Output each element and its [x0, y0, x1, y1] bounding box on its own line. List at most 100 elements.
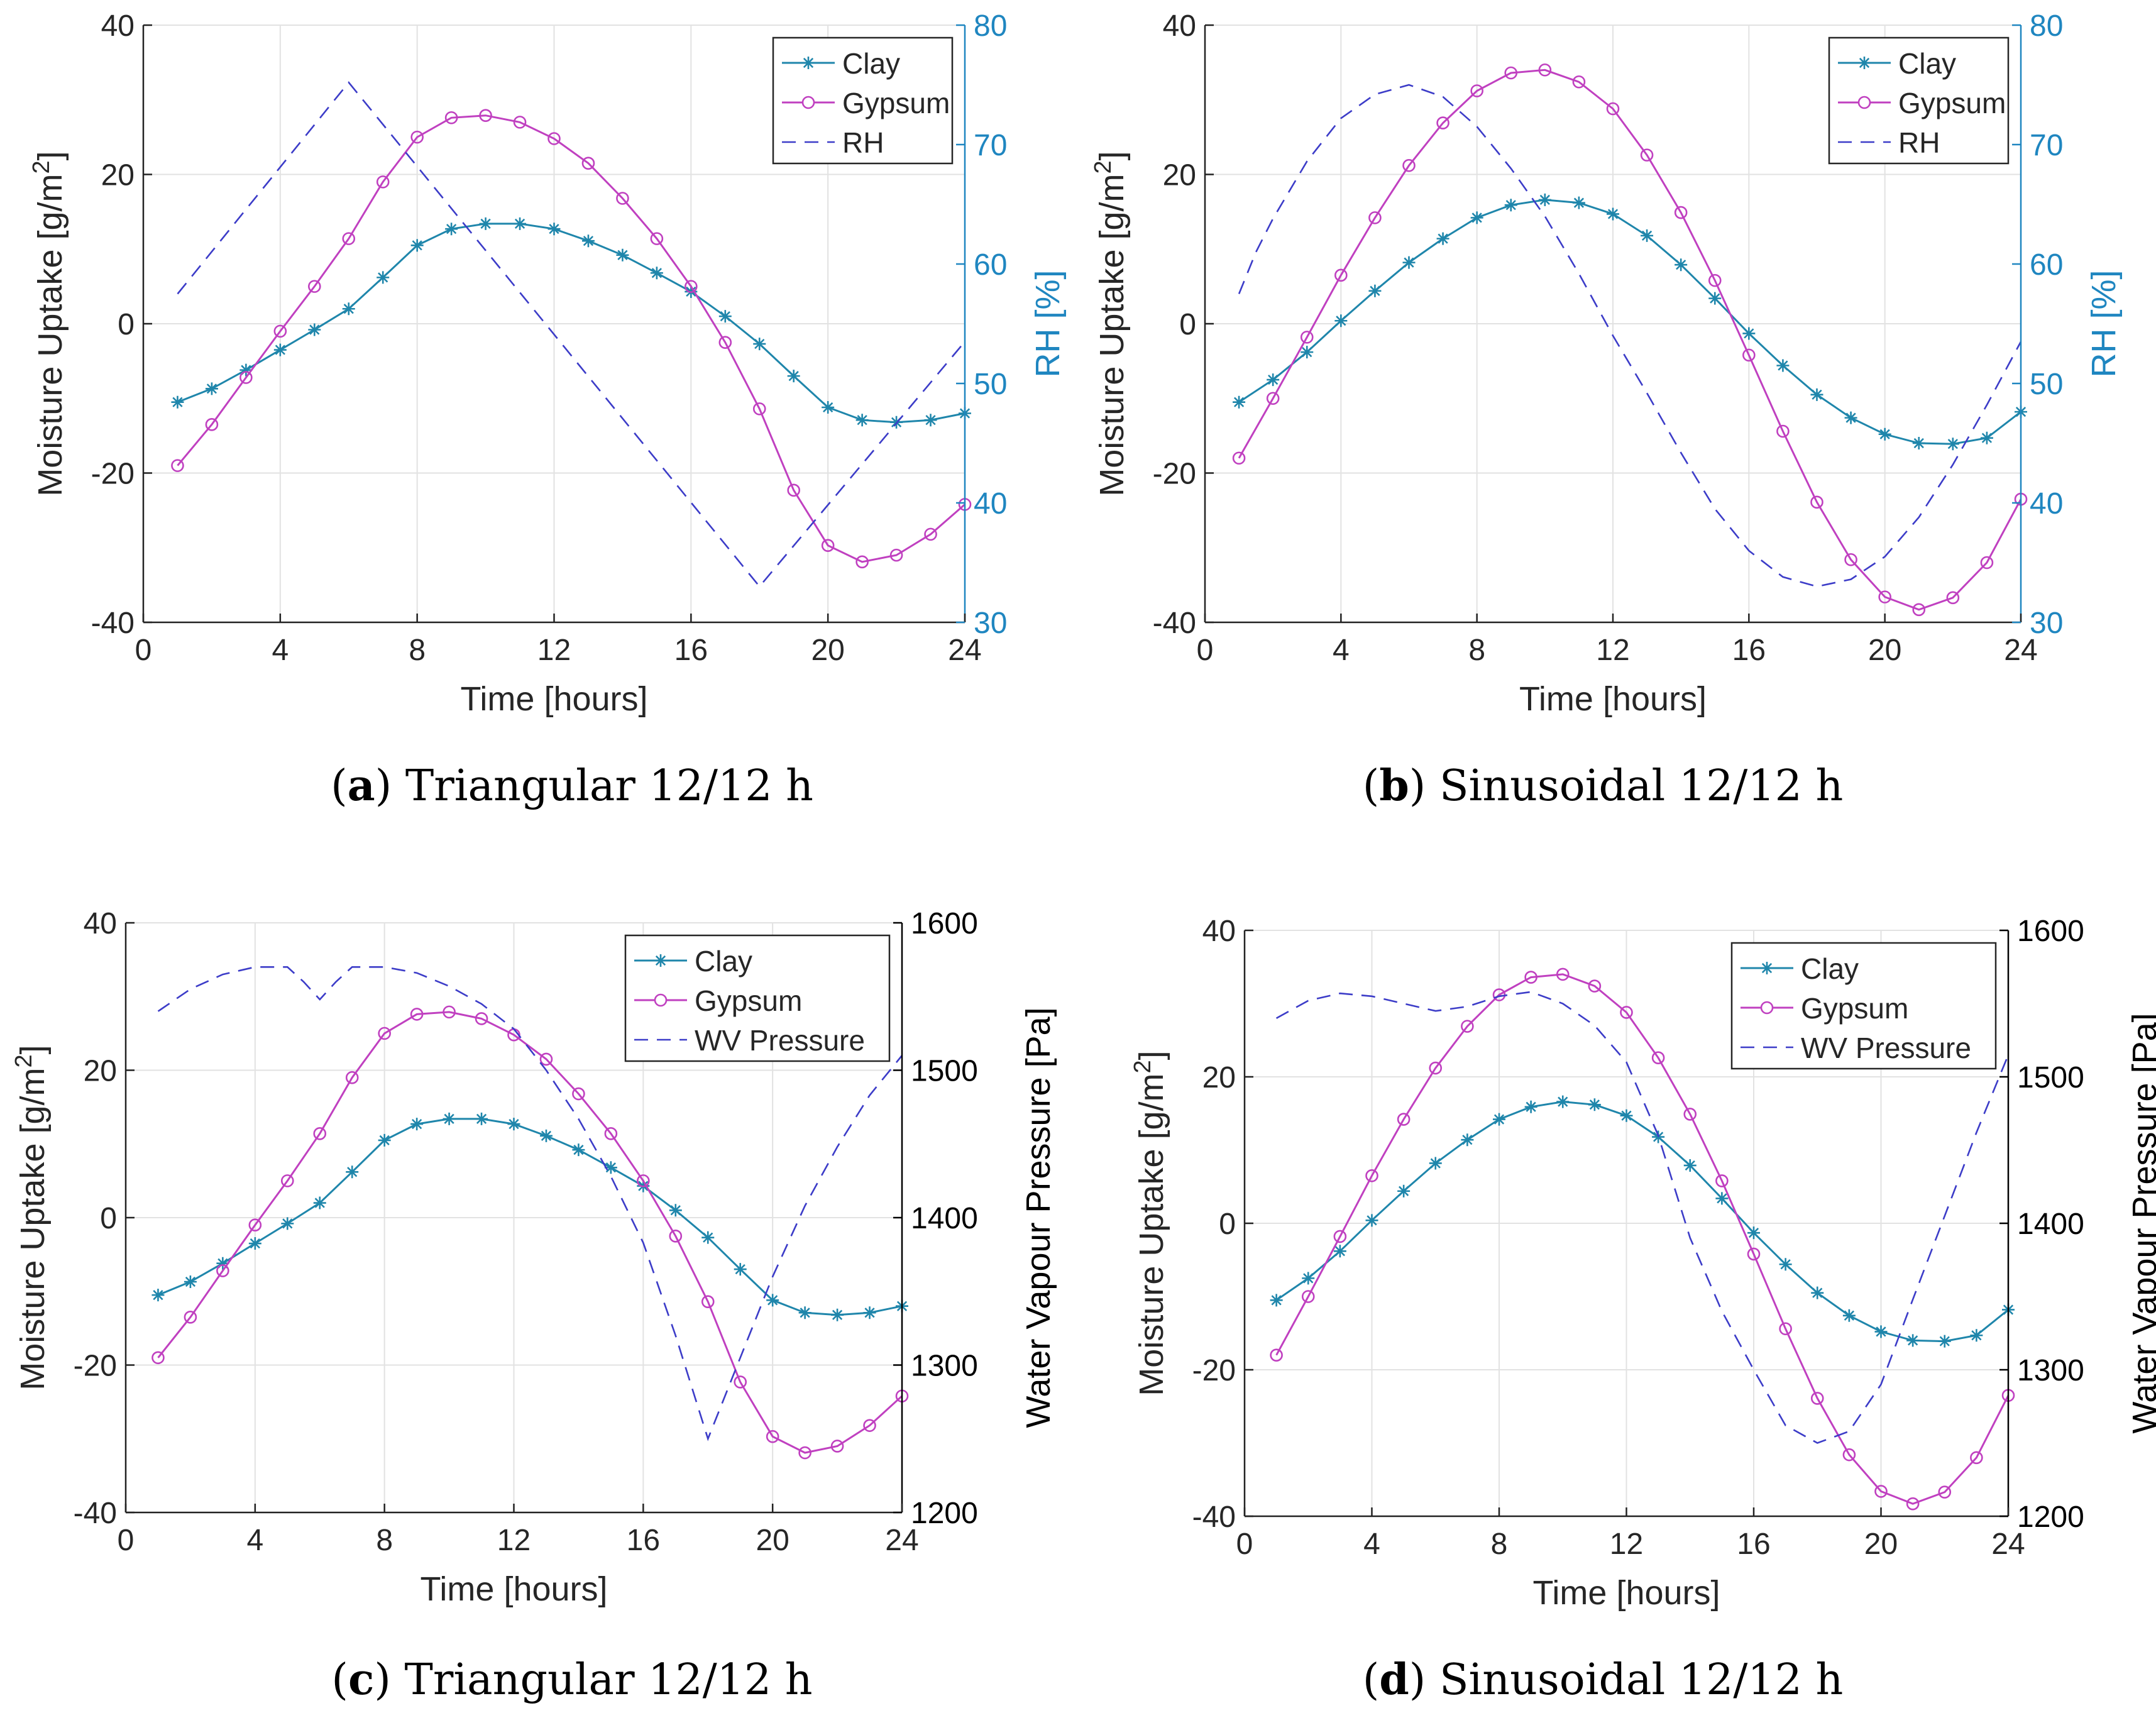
clay-point: [1912, 437, 1925, 449]
clay-point: [1779, 1258, 1792, 1271]
chart-d: 0 4 8 12 16 20 24 -40 -20 0 20 40 1200 1300 1400 1500 16…: [1130, 915, 2156, 1612]
legend-swatch-circle: [801, 96, 815, 109]
gypsum-point: [1333, 1230, 1347, 1243]
gypsum-point: [1266, 392, 1280, 405]
clay-point: [1938, 1335, 1951, 1348]
y2-tick-label: 1200: [2017, 1501, 2084, 1534]
clay-point: [1588, 1098, 1601, 1111]
clay-point: [239, 363, 253, 377]
gypsum-point: [787, 483, 801, 497]
gypsum-point: [273, 324, 287, 338]
y-axis-title: Moisture Uptake [g/m2]: [1130, 1050, 1170, 1396]
y2-tick-label: 50: [2030, 368, 2063, 401]
clay-point: [581, 234, 595, 248]
clay-point: [1397, 1184, 1411, 1198]
clay-point: [1233, 395, 1246, 409]
y2-axis-title: Water Vapour Pressure [Pa]: [1020, 1007, 1057, 1428]
legend-label: WV Pressure: [695, 1024, 865, 1057]
gypsum-point: [1715, 1174, 1729, 1187]
clay-point: [1946, 438, 1959, 451]
y2-axis-title: Water Vapour Pressure [Pa]: [2126, 1013, 2156, 1433]
y2-tick-label: 1400: [2017, 1208, 2084, 1241]
y-tick-label: 40: [1202, 915, 1236, 948]
legend-label: WV Pressure: [1801, 1032, 1971, 1064]
clay-point: [1365, 1214, 1378, 1227]
gypsum-point: [1397, 1113, 1411, 1126]
clay-point: [822, 401, 835, 414]
gypsum-point: [1334, 268, 1348, 282]
gypsum-point: [1470, 84, 1483, 97]
clay-point: [184, 1275, 197, 1289]
y-tick-label: -20: [91, 458, 135, 491]
gypsum-point: [1747, 1247, 1761, 1261]
clay-point: [1470, 211, 1483, 224]
chart-c: 0 4 8 12 16 20 24 -40 -20 0 20 40 1200 1300 1400 1500 16…: [11, 907, 1057, 1608]
x-tick-label: 0: [1236, 1528, 1253, 1561]
clay-point: [1842, 1309, 1856, 1322]
x-axis-title: Time [hours]: [1519, 680, 1707, 718]
gypsum-point: [669, 1230, 683, 1243]
clay-point: [547, 223, 561, 236]
gypsum-point: [1842, 1448, 1856, 1462]
clay-point: [514, 217, 527, 230]
gypsum-point: [1742, 348, 1756, 362]
clay-point: [248, 1237, 261, 1250]
legend-swatch-star: [1761, 962, 1773, 974]
y2-tick-label: 1300: [2017, 1354, 2084, 1387]
clay-point: [1844, 411, 1857, 424]
gypsum-point: [1556, 967, 1570, 981]
gypsum-point: [1810, 495, 1823, 509]
y2-axis-title: RH [%]: [1029, 270, 1067, 377]
gypsum-point: [798, 1446, 811, 1460]
gypsum-point: [345, 1071, 359, 1084]
legend-swatch-star: [654, 954, 667, 967]
gypsum-point: [513, 116, 527, 129]
gypsum-point: [1461, 1020, 1474, 1033]
x-tick-label: 12: [1610, 1528, 1643, 1561]
clay-point: [1504, 199, 1517, 212]
gypsum-point: [1588, 979, 1602, 993]
clay-point: [539, 1129, 553, 1142]
gypsum-point: [1878, 590, 1891, 603]
y2-tick-label: 70: [974, 129, 1007, 162]
clay-point: [1641, 229, 1654, 242]
x-tick-label: 8: [1468, 634, 1485, 667]
y2-tick-label: 1300: [911, 1350, 978, 1383]
series-line-clay: [157, 1118, 903, 1316]
gypsum-point: [216, 1264, 229, 1277]
gypsum-point: [239, 371, 253, 384]
gypsum-point: [205, 418, 219, 431]
x-axis-title: Time [hours]: [1532, 1574, 1720, 1612]
gypsum-point: [1572, 75, 1586, 89]
gypsum-point: [1776, 424, 1790, 438]
clay-point: [1906, 1334, 1920, 1347]
y-tick-label: 40: [101, 9, 135, 43]
gypsum-point: [1674, 206, 1688, 219]
clay-point: [1301, 346, 1314, 359]
clay-point: [1267, 373, 1280, 387]
y-tick-label: -40: [1153, 607, 1196, 640]
gypsum-point: [410, 1008, 424, 1021]
caption-a: (a) Triangular 12/12 h: [331, 761, 813, 811]
y-tick-label: 0: [1219, 1208, 1236, 1241]
legend-label: Gypsum: [842, 87, 950, 119]
clay-point: [1708, 292, 1722, 305]
y2-tick-label: 1500: [911, 1055, 978, 1088]
gypsum-point: [572, 1087, 585, 1101]
clay-point: [1524, 1100, 1537, 1113]
gypsum-point: [650, 232, 664, 245]
x-tick-label: 12: [497, 1524, 531, 1557]
gypsum-point: [752, 402, 766, 416]
x-tick-label: 24: [1991, 1528, 2025, 1561]
clay-point: [205, 382, 218, 395]
gypsum-point: [1538, 63, 1552, 77]
gypsum-point: [1946, 591, 1960, 605]
legend-label: RH: [842, 126, 884, 159]
clay-point: [1607, 207, 1619, 221]
clay-point: [1270, 1294, 1283, 1307]
clay-point: [924, 414, 937, 427]
clay-point: [1742, 327, 1756, 340]
gypsum-point: [1912, 603, 1926, 617]
clay-point: [1368, 284, 1382, 297]
gypsum-point: [1436, 116, 1449, 129]
